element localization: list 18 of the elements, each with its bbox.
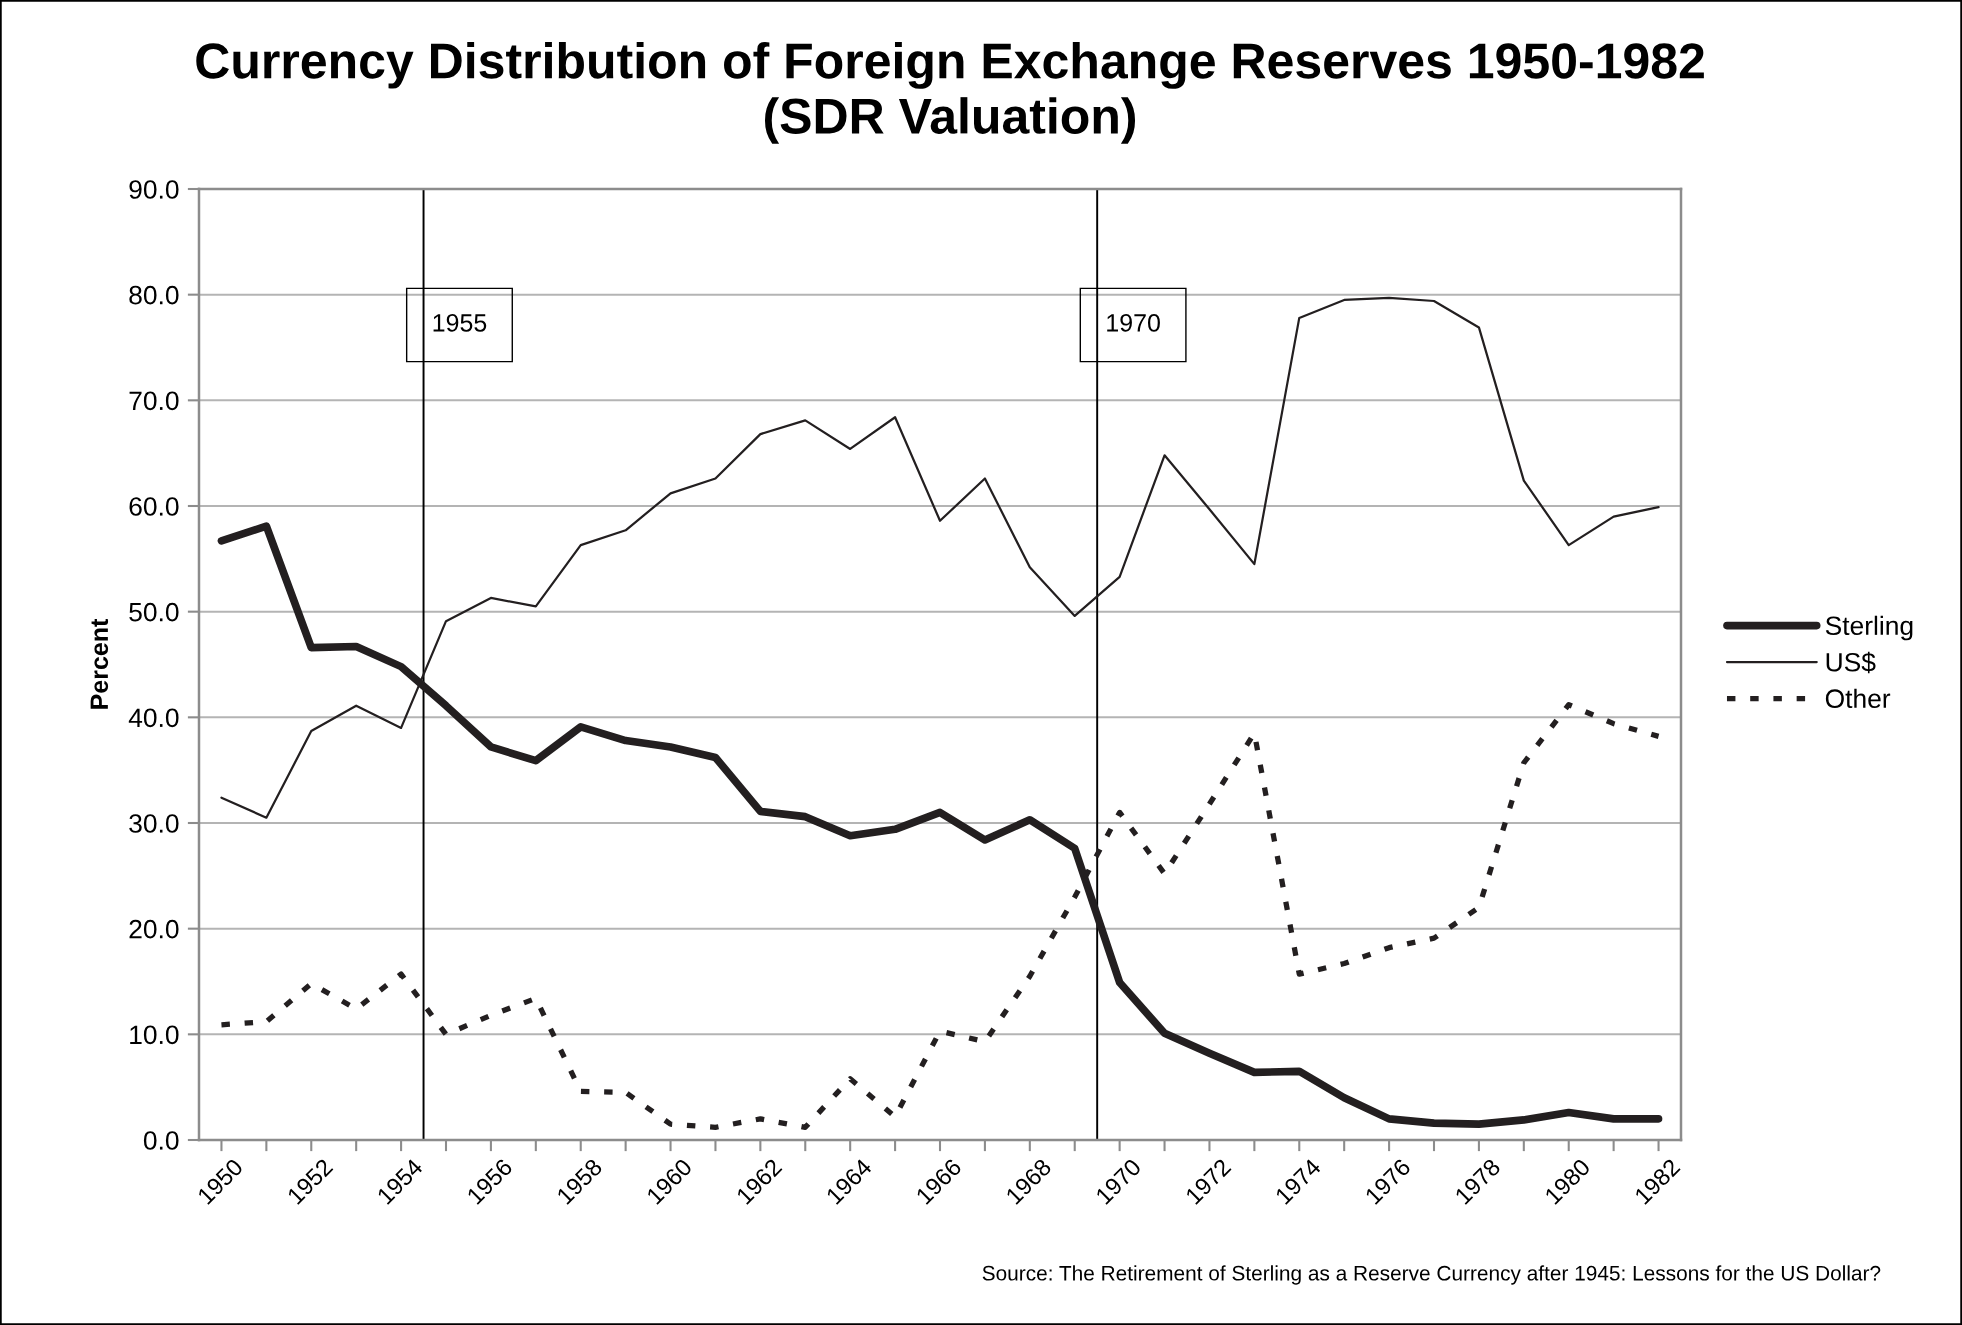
ref-line-label: 1955 (433, 314, 487, 332)
y-tick-label: 90.0 (129, 180, 179, 199)
legend-label: US$ (1826, 651, 1876, 674)
legend-label: Other (1825, 688, 1891, 709)
y-tick-label: 0.0 (143, 1131, 179, 1150)
y-tick-label: 10.0 (130, 1025, 179, 1045)
y-tick-label: 30.0 (129, 814, 179, 833)
y-axis-title: Percent (90, 618, 109, 709)
source-note: Source: The Retirement of Sterling as a Reserve Currency after 1945: Lessons for the US Dollar? (982, 1265, 1881, 1285)
chart-title: Currency Distribution of Foreign Exchange Reserves 1950-1982 (SDR Valuation) (196, 42, 1704, 144)
y-tick-label: 20.0 (129, 919, 179, 939)
y-tick-label: 80.0 (129, 285, 179, 305)
y-tick-label: 40.0 (128, 708, 179, 728)
y-tick-label: 50.0 (129, 602, 179, 622)
y-tick-label: 60.0 (129, 497, 179, 516)
y-tick-label: 70.0 (129, 391, 179, 411)
legend-label: Sterling (1825, 615, 1913, 641)
ref-line-label: 1970 (1107, 314, 1160, 332)
